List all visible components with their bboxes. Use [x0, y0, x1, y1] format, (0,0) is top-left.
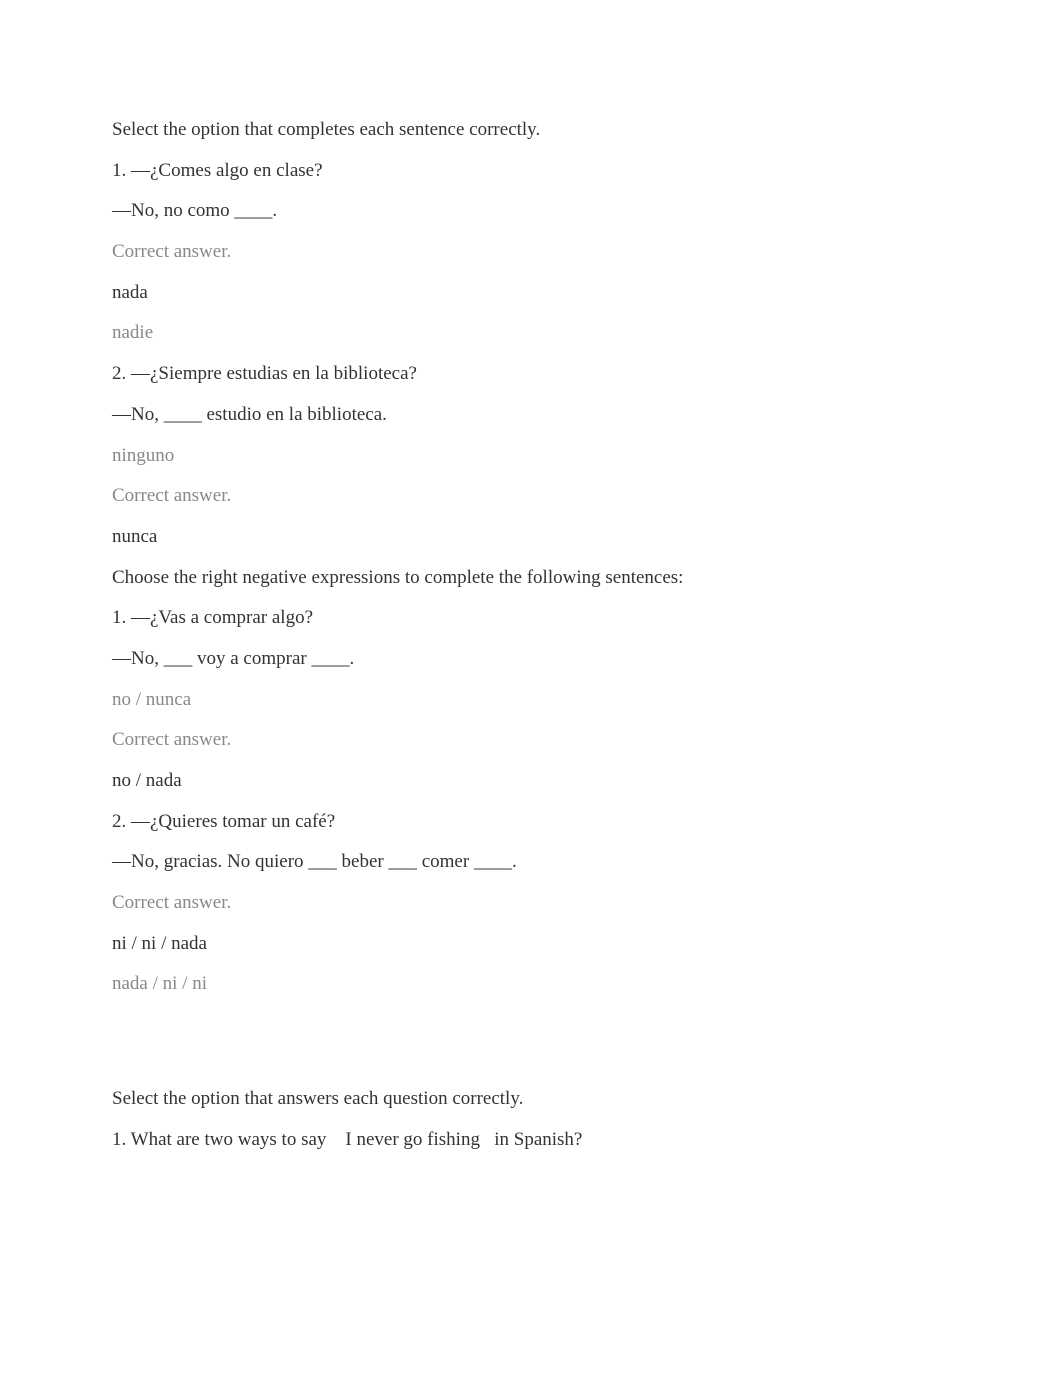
section3-q1-phrase: I never go fishing [345, 1129, 480, 1150]
section2-q1-incorrect-answer: no / nunca [112, 688, 950, 713]
section1-q2-incorrect-answer: ninguno [112, 444, 950, 469]
section2-q1-question: 1. —¿Vas a comprar algo? [112, 606, 950, 631]
section1-q1-question: 1. —¿Comes algo en clase? [112, 159, 950, 184]
section1-q2-correct-answer: nunca [112, 525, 950, 550]
section1-q1-response: —No, no como ____. [112, 199, 950, 224]
section2-q2-question: 2. —¿Quieres tomar un café? [112, 810, 950, 835]
section-gap [112, 1013, 950, 1087]
section1-q1-correct-answer: nada [112, 281, 950, 306]
section2-instruction: Choose the right negative expressions to… [112, 566, 950, 591]
section1-q2-question: 2. —¿Siempre estudias en la biblioteca? [112, 362, 950, 387]
section3-q1-prefix: 1. What are two ways to say [112, 1129, 331, 1150]
section1-q2-correct-label: Correct answer. [112, 484, 950, 509]
section2-q1-response: —No, ___ voy a comprar ____. [112, 647, 950, 672]
section3-instruction: Select the option that answers each ques… [112, 1087, 950, 1112]
section2-q2-incorrect-answer: nada / ni / ni [112, 972, 950, 997]
section1-q1-incorrect-answer: nadie [112, 321, 950, 346]
section3-q1-question: 1. What are two ways to say I never go f… [112, 1128, 950, 1153]
section2-q1-correct-answer: no / nada [112, 769, 950, 794]
section2-q2-correct-answer: ni / ni / nada [112, 932, 950, 957]
section2-q1-correct-label: Correct answer. [112, 728, 950, 753]
section2-q2-correct-label: Correct answer. [112, 891, 950, 916]
document-content: Select the option that completes each se… [0, 0, 1062, 1153]
section1-instruction: Select the option that completes each se… [112, 118, 950, 143]
section3-q1-suffix: in Spanish? [489, 1129, 582, 1150]
section1-q2-response: —No, ____ estudio en la biblioteca. [112, 403, 950, 428]
section2-q2-response: —No, gracias. No quiero ___ beber ___ co… [112, 850, 950, 875]
section1-q1-correct-label: Correct answer. [112, 240, 950, 265]
